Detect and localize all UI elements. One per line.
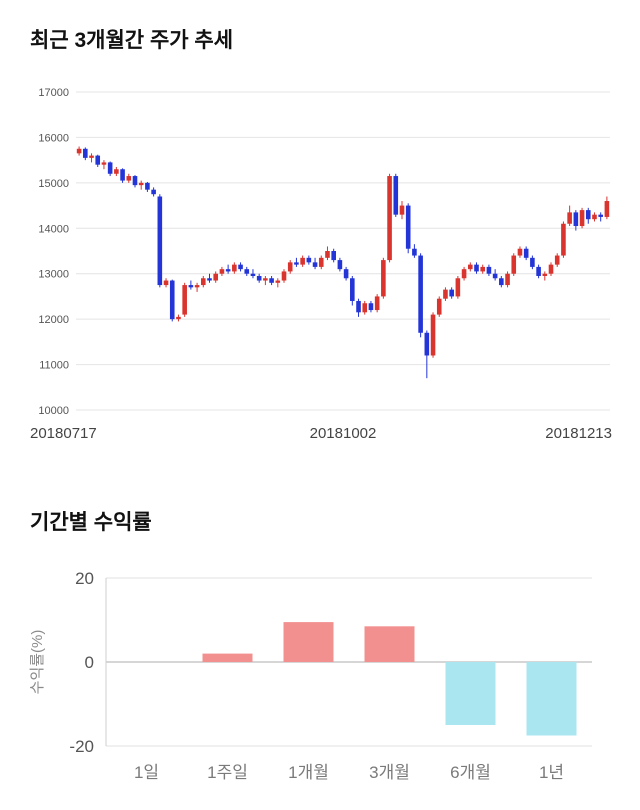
svg-text:13000: 13000 (38, 269, 69, 281)
svg-text:1년: 1년 (539, 763, 564, 782)
returns-bar-chart: -20 0 20 1일 1주일 1개월 3개월 6개월 1년 수익률(%) (0, 536, 640, 790)
svg-text:20181213: 20181213 (545, 425, 612, 442)
price-candlestick-chart: 10000 11000 12000 13000 14000 15000 16000 17000… (0, 54, 640, 446)
svg-text:11000: 11000 (39, 360, 69, 372)
svg-text:16000: 16000 (38, 132, 69, 144)
svg-text:1주일: 1주일 (207, 763, 248, 782)
svg-text:10000: 10000 (38, 405, 69, 417)
svg-text:1일: 1일 (134, 763, 159, 782)
candlestick-svg: 10000 11000 12000 13000 14000 15000 16000 17000… (30, 87, 612, 442)
svg-text:3개월: 3개월 (369, 763, 410, 782)
svg-text:17000: 17000 (38, 87, 69, 99)
price-chart-title: 최근 3개월간 주가 추세 (30, 29, 234, 52)
svg-text:12000: 12000 (38, 314, 69, 326)
svg-text:14000: 14000 (38, 223, 69, 235)
returns-chart-title: 기간별 수익률 (30, 511, 152, 534)
svg-text:15000: 15000 (38, 178, 69, 190)
returns-bar-svg: -20 0 20 1일 1주일 1개월 3개월 6개월 1년 수익률(%) (29, 569, 592, 782)
svg-text:수익률(%): 수익률(%) (29, 630, 46, 695)
svg-text:-20: -20 (69, 737, 94, 756)
svg-text:20: 20 (75, 569, 94, 588)
svg-text:20180717: 20180717 (30, 425, 97, 442)
svg-text:6개월: 6개월 (450, 763, 491, 782)
svg-text:1개월: 1개월 (288, 763, 329, 782)
svg-text:20181002: 20181002 (310, 425, 377, 442)
svg-text:0: 0 (85, 653, 94, 672)
